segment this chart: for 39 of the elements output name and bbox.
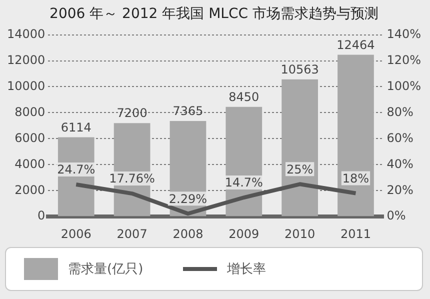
data-label: 6114 [60,120,92,134]
y-tick-label: 6000 [14,130,46,145]
data-label: 18% [342,171,370,186]
data-label: 10563 [280,62,319,77]
y2-tick-label: 80% [386,104,414,119]
data-label: 25% [286,162,314,176]
y2-tick-label: 60% [386,130,414,145]
data-label: 7200 [116,106,148,120]
data-label: 7365 [172,104,204,118]
y-tick-label: 4000 [14,156,46,171]
y2-tick-label: 100% [386,78,422,93]
y2-tick-label: 40% [386,156,414,171]
data-label: 14.7% [224,176,263,190]
bar [282,79,318,216]
x-tick-label: 2009 [228,226,260,241]
y2-tick-label: 20% [386,182,414,197]
y-tick-label: 0 [38,208,46,223]
y-tick-label: 12000 [6,52,46,67]
chart-title: 2006 年～ 2012 年我国 MLCC 市场需求趋势与预测 [50,6,378,22]
y2-tick-label: 120% [386,52,422,67]
y2-tick-label: 140% [386,26,422,41]
y-tick-label: 14000 [6,26,46,41]
bar [338,54,374,216]
x-tick-label: 2007 [116,226,148,241]
y-tick-label: 10000 [6,78,46,93]
x-tick-label: 2011 [340,226,372,241]
y-tick-label: 2000 [14,182,46,197]
data-label: 12464 [336,38,375,52]
x-tick-label: 2010 [284,226,316,241]
data-label: 17.76% [109,172,155,186]
y-tick-label: 8000 [14,104,46,119]
x-tick-label: 2006 [60,226,92,241]
data-label: 24.7% [57,162,96,177]
legend-label: 需求量(亿只) [68,261,144,278]
x-tick-label: 2008 [172,226,204,241]
data-label: 2.29% [168,192,208,206]
y2-tick-label: 0% [386,208,406,223]
data-label: 8450 [228,90,260,104]
legend-label: 增长率 [227,261,266,278]
